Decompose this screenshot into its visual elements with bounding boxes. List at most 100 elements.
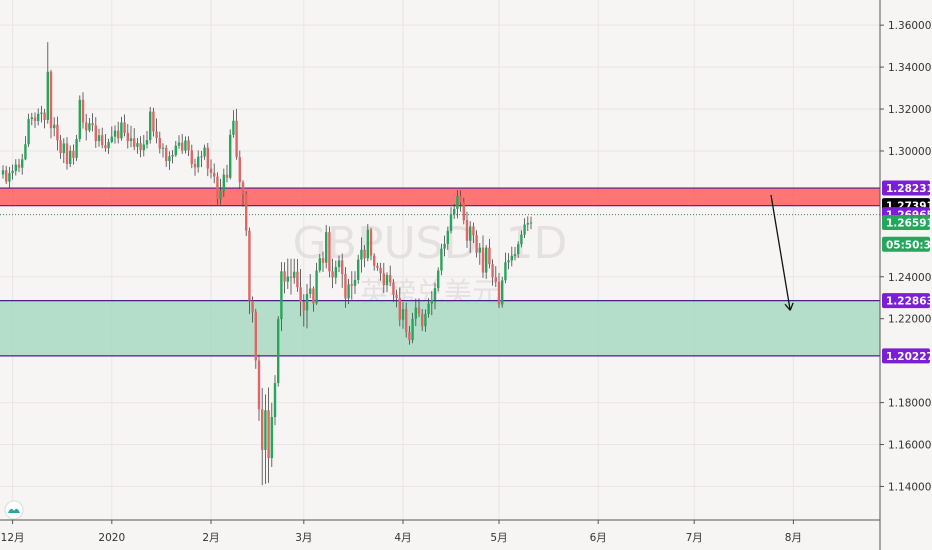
candle	[392, 279, 395, 302]
candle-body-down	[152, 111, 155, 132]
candle	[53, 117, 56, 137]
candle-body-down	[350, 284, 353, 286]
candle	[11, 164, 14, 180]
candle-body-up	[110, 136, 113, 142]
candle	[65, 137, 69, 170]
candle	[504, 252, 507, 284]
candle-body-up	[520, 234, 523, 245]
candle-body-down	[328, 232, 331, 272]
candle-body-down	[465, 220, 469, 241]
candle	[417, 298, 421, 318]
candle	[30, 112, 33, 126]
candle	[174, 140, 177, 157]
candle	[302, 294, 305, 327]
candle	[312, 286, 315, 312]
candle	[59, 135, 62, 159]
candle	[465, 211, 469, 248]
tradingview-logo[interactable]	[4, 500, 24, 520]
candle-body-up	[273, 383, 277, 418]
candle-body-down	[494, 277, 497, 282]
candle-body-down	[302, 301, 305, 311]
projection-arrow[interactable]	[770, 194, 794, 311]
candle-body-down	[190, 150, 193, 164]
candle-body-up	[401, 309, 405, 320]
candle-body-down	[331, 271, 334, 278]
candle	[193, 158, 197, 176]
candle	[507, 253, 510, 270]
candle-body-down	[5, 170, 8, 182]
candle	[382, 262, 385, 293]
price-labels: 1.282311.273911.269651.2659105:50:371.22…	[882, 180, 932, 364]
candle-body-down	[398, 298, 401, 320]
support-zone	[0, 300, 880, 356]
candle	[469, 221, 472, 253]
candle	[462, 197, 465, 225]
price-label-text: 1.22863	[886, 296, 932, 308]
candle-body-up	[523, 224, 526, 235]
candle-body-down	[187, 140, 190, 151]
candle-body-up	[197, 156, 200, 168]
candle	[14, 159, 17, 176]
candle-body-up	[360, 249, 363, 260]
candle-body-up	[414, 307, 417, 319]
candle-body-up	[353, 279, 357, 286]
candle	[133, 128, 136, 151]
price-label: 1.26591	[882, 214, 932, 230]
candle-body-down	[49, 71, 53, 129]
candle	[187, 136, 190, 156]
candle	[24, 136, 27, 161]
candle-body-down	[296, 271, 299, 288]
candle-body-up	[229, 134, 232, 178]
candle	[401, 302, 405, 329]
candle	[273, 375, 277, 426]
x-tick-label: 8月	[785, 532, 802, 544]
candle	[257, 354, 261, 421]
candle-body-up	[184, 140, 187, 151]
candle	[475, 230, 478, 258]
price-label-text: 1.20227	[886, 351, 932, 363]
candle-body-down	[481, 247, 485, 273]
candle-body-down	[43, 112, 46, 120]
candle	[331, 258, 334, 289]
x-tick-label: 2月	[202, 532, 219, 544]
candle-body-up	[478, 247, 481, 253]
candle-body-up	[264, 410, 267, 450]
candle-body-down	[238, 157, 241, 183]
candle	[472, 222, 475, 244]
y-tick-label: 1.14000	[888, 481, 931, 493]
candle	[107, 138, 110, 154]
candle	[398, 287, 401, 327]
candle-body-up	[219, 191, 222, 200]
candle-body-down	[248, 230, 251, 301]
candle	[321, 251, 325, 272]
candle-body-up	[78, 99, 81, 140]
candle	[277, 316, 280, 387]
candle-body-down	[254, 312, 257, 361]
candle-body-down	[472, 226, 475, 236]
candle	[40, 105, 43, 123]
candle	[251, 296, 254, 323]
candle	[408, 325, 411, 345]
candle	[286, 258, 289, 289]
watermark-symbol: GBPUSD, 1D	[293, 218, 568, 269]
candle-body-up	[75, 139, 78, 158]
candle-body-up	[456, 196, 459, 209]
candle	[357, 254, 360, 284]
candle-body-up	[37, 113, 40, 121]
candle-body-up	[449, 214, 453, 231]
candle-body-up	[305, 293, 309, 311]
x-tick-label: 4月	[394, 532, 411, 544]
candle	[235, 108, 238, 160]
resistance-zone	[0, 188, 880, 206]
candle-body-up	[177, 142, 181, 146]
candle	[369, 227, 373, 261]
price-label-text: 05:50:37	[886, 239, 932, 251]
candle-body-up	[440, 248, 443, 271]
candle-body-down	[373, 255, 376, 266]
candle-body-up	[174, 145, 177, 156]
candle-body-up	[325, 232, 328, 263]
candle-body-down	[133, 138, 136, 147]
price-label: 1.22863	[882, 293, 932, 309]
